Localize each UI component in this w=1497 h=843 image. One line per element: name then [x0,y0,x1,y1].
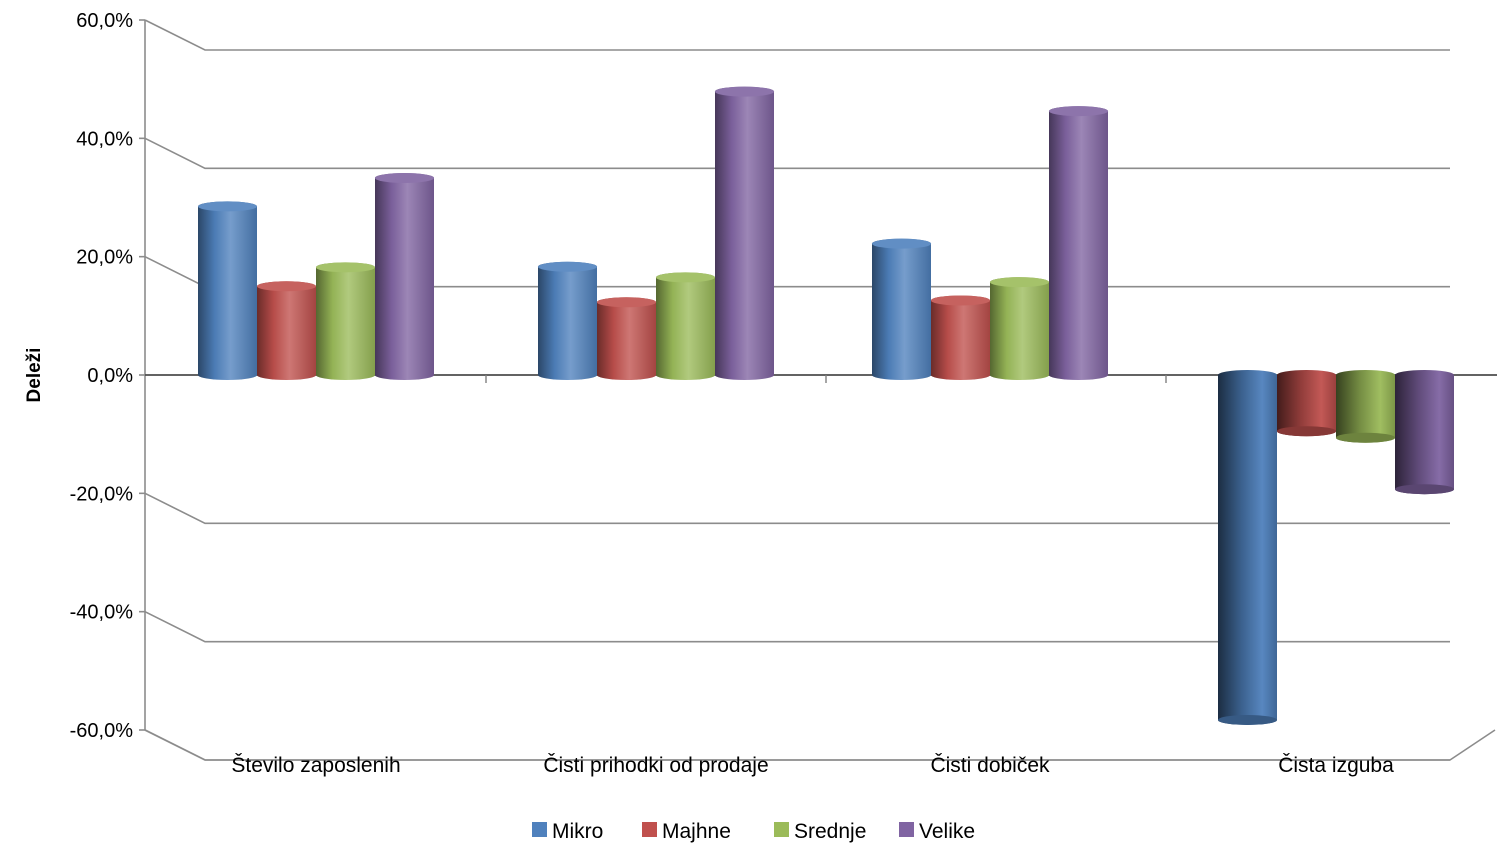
y-tick-label: -40,0% [70,602,134,624]
legend-label: Velike [919,820,975,843]
gridline [144,610,1450,643]
bar-srednje-3 [990,277,1049,380]
legend-item-velike: Velike [899,820,975,843]
gridline [144,492,1450,525]
bar-majhne-4 [1277,370,1336,437]
y-tick-label: -60,0% [70,720,134,742]
legend-swatch [774,822,789,837]
y-tick-label: 0,0% [87,365,133,387]
bar-velike-2 [715,86,774,380]
bar-srednje-1 [316,262,375,380]
labels: 60,0% 40,0% 20,0% 0,0% -20,0% -40,0% -60,0% Šte… [24,10,1394,777]
bar-majhne-2 [597,297,656,380]
bar-mikro-3 [872,238,931,380]
bar-velike-3 [1049,106,1108,380]
legend-item-srednje: Srednje [774,820,866,843]
gridline [144,19,1450,51]
legend-label: Srednje [794,820,866,843]
floor-outline [144,729,1496,761]
y-tick-label: 60,0% [76,10,133,32]
x-tick-label: Število zaposlenih [231,754,400,777]
legend-label: Mikro [552,820,603,843]
bar-majhne-3 [931,295,990,380]
y-tick-label: 20,0% [76,247,133,269]
legend-swatch [532,822,547,837]
legend-swatch [899,822,914,837]
bar-mikro-2 [538,261,597,380]
x-tick-label: Čisti dobiček [930,754,1050,777]
bar-majhne-1 [257,281,316,380]
y-tick-label: 40,0% [76,128,133,150]
legend-item-majhne: Majhne [642,820,731,843]
gridline [144,137,1450,170]
legend-swatch [642,822,657,837]
x-tick-label: Čista izguba [1278,754,1394,777]
bar-srednje-2 [656,272,715,380]
y-axis-title: Deleži [24,348,45,403]
legend-item-mikro: Mikro [532,820,603,843]
legend-label: Majhne [662,820,731,843]
bar-srednje-4 [1336,370,1395,443]
bar-mikro-1 [198,201,257,380]
bar-velike-4 [1395,370,1454,495]
bar-mikro-4 [1218,370,1277,725]
y-tick-label: -20,0% [70,483,134,505]
bar-velike-1 [375,172,434,380]
legend: Mikro Majhne Srednje Velike [532,820,975,843]
bars [198,86,1454,725]
x-tick-label: Čisti prihodki od prodaje [543,754,768,777]
